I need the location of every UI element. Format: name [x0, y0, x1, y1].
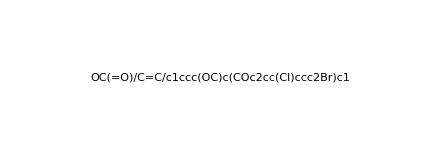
Text: OC(=O)/C=C/c1ccc(OC)c(COc2cc(Cl)ccc2Br)c1: OC(=O)/C=C/c1ccc(OC)c(COc2cc(Cl)ccc2Br)c… [90, 73, 351, 82]
